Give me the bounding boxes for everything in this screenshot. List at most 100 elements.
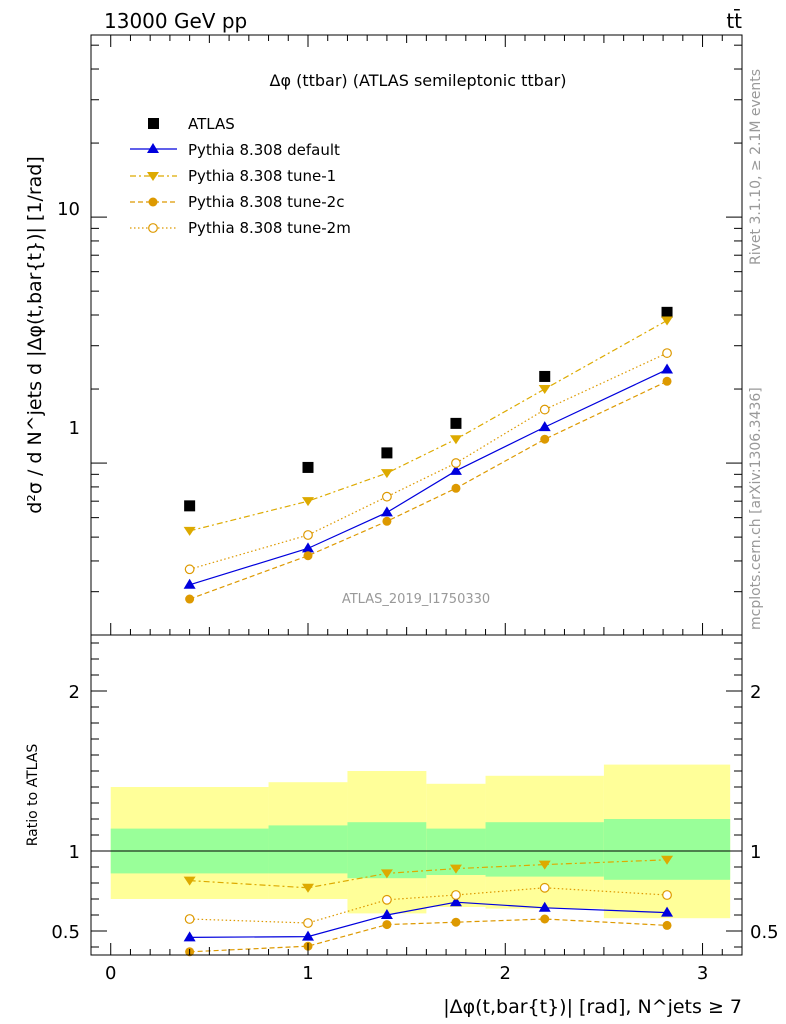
legend-label-default: Pythia 8.308 default bbox=[188, 141, 340, 159]
main-point-default-0 bbox=[183, 578, 196, 589]
ratio-y-tick-label-2-right: 2 bbox=[750, 682, 761, 703]
legend-marker-tune1 bbox=[147, 172, 159, 181]
mcplots-label: mcplots.cern.ch [arXiv:1306.3436] bbox=[748, 387, 764, 630]
legend-entry-tune1: Pythia 8.308 tune-1 bbox=[130, 167, 336, 185]
ratio-point-tune2m-2 bbox=[382, 894, 392, 905]
main-point-tune1-5 bbox=[661, 316, 674, 326]
main-point-default-2 bbox=[380, 506, 393, 517]
main-point-atlas-1 bbox=[302, 461, 314, 473]
ratio-point-tune2c-5 bbox=[662, 920, 672, 930]
ratio-point-default-2 bbox=[380, 909, 393, 919]
ratio-y-tick-label-1-right: 1 bbox=[750, 842, 761, 863]
main-point-tune2c-1 bbox=[303, 551, 313, 561]
ratio-axis-ticks bbox=[91, 642, 742, 955]
main-point-atlas-3 bbox=[450, 417, 462, 429]
legend-entry-tune2c: Pythia 8.308 tune-2c bbox=[130, 193, 344, 211]
main-point-tune2m-4 bbox=[539, 404, 550, 415]
ratio-point-tune2c-4 bbox=[540, 914, 550, 924]
ratio-point-default-0 bbox=[183, 931, 196, 942]
main-line-tune2c bbox=[189, 380, 668, 600]
legend-label-tune1: Pythia 8.308 tune-1 bbox=[188, 167, 336, 185]
main-point-tune2c-0 bbox=[185, 594, 195, 604]
main-panel: Δφ (ttbar) (ATLAS semileptonic ttbar) AT… bbox=[24, 34, 743, 636]
ratio-panel: Ratio to ATLAS |Δφ(t,bar{t})| [rad], N^j… bbox=[25, 634, 779, 1018]
ratio-point-tune2m-4 bbox=[539, 882, 550, 893]
ratio-point-default-1 bbox=[302, 930, 314, 941]
x-tick-label-3: 3 bbox=[697, 963, 708, 984]
main-point-default-4 bbox=[538, 421, 551, 432]
main-y-axis-label: d²σ / d N^jets d |Δφ(t,bar{t})| [1/rad] bbox=[24, 156, 46, 514]
ratio-point-tune2m-5 bbox=[662, 890, 672, 900]
main-line-tune1 bbox=[189, 319, 668, 532]
main-point-default-3 bbox=[449, 464, 462, 475]
ratio-point-default-5 bbox=[661, 906, 674, 917]
ratio-line-default bbox=[189, 901, 668, 939]
main-point-tune1-2 bbox=[380, 469, 393, 479]
ratio-point-tune2m-0 bbox=[184, 914, 195, 924]
main-point-tune2m-2 bbox=[382, 491, 392, 502]
x-tick-label-1: 1 bbox=[302, 963, 313, 984]
main-data-marks bbox=[183, 306, 674, 604]
analysis-watermark: ATLAS_2019_I1750330 bbox=[342, 592, 490, 607]
main-axis-ticks bbox=[91, 35, 742, 636]
rivet-label: Rivet 3.1.10, ≥ 2.1M events bbox=[748, 69, 764, 265]
ratio-band-inner-1 bbox=[268, 825, 348, 874]
ratio-point-tune1-2 bbox=[380, 869, 393, 879]
main-point-atlas-2 bbox=[381, 447, 393, 459]
ratio-y-tick-label-2: 2 bbox=[69, 682, 80, 703]
main-point-tune2c-5 bbox=[662, 376, 672, 386]
ratio-line-tune2c bbox=[189, 918, 668, 953]
main-point-tune2m-0 bbox=[184, 564, 195, 575]
legend-label-atlas: ATLAS bbox=[188, 115, 235, 133]
main-point-atlas-4 bbox=[539, 370, 551, 382]
main-point-tune2m-3 bbox=[451, 458, 461, 468]
ratio-band-inner-5 bbox=[603, 819, 731, 880]
ratio-point-default-3 bbox=[449, 896, 462, 907]
ratio-y-tick-label-0.5: 0.5 bbox=[51, 922, 80, 943]
main-point-tune1-3 bbox=[449, 435, 462, 445]
main-point-default-5 bbox=[661, 363, 674, 374]
legend-entry-atlas: ATLAS bbox=[148, 115, 235, 133]
main-point-default-1 bbox=[302, 542, 314, 553]
main-point-tune2c-4 bbox=[540, 434, 550, 444]
ratio-uncertainty-bands bbox=[110, 764, 731, 919]
ratio-point-tune1-3 bbox=[449, 864, 462, 874]
ratio-y-tick-label-0.5-right: 0.5 bbox=[750, 922, 779, 943]
legend-marker-tune2c bbox=[148, 197, 158, 207]
main-point-atlas-5 bbox=[661, 306, 673, 318]
chart-title: Δφ (ttbar) (ATLAS semileptonic ttbar) bbox=[270, 71, 567, 90]
main-point-atlas-0 bbox=[184, 500, 196, 512]
ratio-y-tick-label-1: 1 bbox=[69, 842, 80, 863]
x-tick-label-0: 0 bbox=[105, 963, 116, 984]
main-point-tune2m-1 bbox=[303, 530, 313, 540]
legend-marker-atlas bbox=[148, 118, 159, 129]
main-point-tune2c-3 bbox=[451, 483, 461, 493]
process-label: 13000 GeV pp bbox=[104, 9, 247, 33]
main-point-tune2m-5 bbox=[662, 348, 672, 358]
y-tick-label-1: 1 bbox=[69, 418, 80, 439]
ratio-frame bbox=[90, 634, 743, 956]
ratio-point-tune1-4 bbox=[538, 860, 551, 870]
y-tick-label-10: 10 bbox=[57, 199, 80, 220]
main-line-default bbox=[189, 369, 668, 586]
main-point-tune1-1 bbox=[302, 497, 314, 507]
legend-label-tune2m: Pythia 8.308 tune-2m bbox=[188, 219, 351, 237]
ratio-band-inner-2 bbox=[347, 822, 427, 879]
legend-marker-tune2m bbox=[148, 223, 158, 233]
ratio-point-tune1-5 bbox=[661, 855, 674, 865]
ratio-point-tune2c-3 bbox=[451, 917, 461, 927]
final-state-label: tt̄ bbox=[726, 8, 742, 33]
legend: ATLAS Pythia 8.308 default Pythia 8.308 … bbox=[130, 115, 351, 237]
x-tick-label-2: 2 bbox=[500, 963, 511, 984]
ratio-point-tune1-1 bbox=[302, 883, 314, 893]
ratio-point-tune1-0 bbox=[183, 876, 196, 886]
ratio-point-default-4 bbox=[538, 901, 551, 912]
ratio-point-tune2m-1 bbox=[303, 918, 313, 928]
ratio-point-tune2m-3 bbox=[451, 890, 461, 900]
main-point-tune1-0 bbox=[183, 526, 196, 536]
x-axis-label: |Δφ(t,bar{t})| [rad], N^jets ≥ 7 bbox=[443, 996, 742, 1018]
ratio-point-tune2c-2 bbox=[382, 920, 392, 930]
main-line-tune2m bbox=[189, 352, 668, 570]
legend-marker-default bbox=[147, 143, 159, 153]
